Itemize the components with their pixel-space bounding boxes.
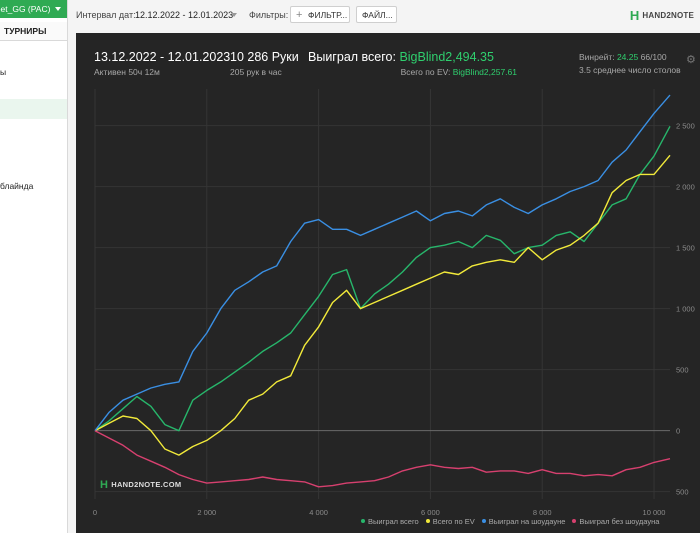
file-button-label: ФАЙЛ... [362, 10, 393, 20]
summary-won-total: Выиграл всего: BigBlind2,494.35 [308, 50, 494, 64]
summary-hands: 10 286 Руки [230, 50, 299, 64]
x-tick-label: 8 000 [533, 508, 552, 517]
y-tick-label: 0 [676, 427, 680, 436]
date-range-selector[interactable]: 12.12.2022 - 12.01.2023 [135, 10, 234, 20]
summary-hands-per-hour: 205 рук в час [230, 67, 282, 77]
plus-icon: + [296, 9, 303, 21]
gear-icon[interactable]: ⚙ [686, 54, 696, 66]
y-tick-label: 1 500 [676, 244, 695, 253]
legend-swatch [361, 519, 365, 523]
sidebar-item-1[interactable]: ы [0, 67, 7, 77]
hand2note-logo-icon: H [629, 8, 640, 23]
x-tick-label: 0 [93, 508, 97, 517]
y-tick-label: 500 [676, 366, 689, 375]
graph-panel: 13.12.2022 - 12.01.2023 Активен 50ч 12м … [76, 33, 700, 533]
chevron-down-icon [55, 7, 61, 11]
summary-active-time: Активен 50ч 12м [94, 67, 160, 77]
series-line [94, 125, 671, 432]
filter-button[interactable]: + ФИЛЬТР... [290, 6, 350, 23]
top-toolbar: Интервал дат: 12.12.2022 - 12.01.2023 Фи… [68, 0, 700, 30]
x-tick-label: 6 000 [421, 508, 440, 517]
winrate-label: Винрейт: [579, 52, 615, 62]
legend-item[interactable]: Выиграл без шоудауна [572, 517, 659, 526]
legend-item[interactable]: Выиграл на шоудауне [481, 517, 566, 526]
sidebar-item-selected[interactable] [0, 99, 67, 119]
series-line [94, 430, 671, 488]
filter-button-label: ФИЛЬТР... [308, 10, 348, 20]
legend-swatch [572, 519, 577, 523]
file-button[interactable]: ФАЙЛ... [356, 6, 397, 23]
y-tick-label: 500 [676, 488, 689, 497]
app-logo: H HAND2NOTE [630, 8, 694, 23]
won-value: BigBlind2,494.35 [399, 50, 494, 64]
legend-label: Выиграл на шоудауне [488, 517, 566, 526]
y-tick-label: 2 500 [676, 122, 695, 131]
app-logo-text: HAND2NOTE [642, 11, 694, 20]
winrate-hands: 66/100 [640, 52, 667, 62]
watermark: H HAND2NOTE.COM [100, 479, 181, 491]
legend-label: Выиграл без шоудауна [579, 517, 660, 526]
ev-label: Всего по EV: [400, 67, 451, 77]
date-range-label: Интервал дат: [76, 10, 136, 20]
summary-avg-tables: 3.5 среднее число столов [579, 65, 681, 75]
tab-tournaments[interactable]: ТУРНИРЫ [0, 22, 67, 41]
chart-legend: Выиграл всего Всего по EV Выиграл на шоуда… [361, 517, 666, 526]
tab-tournaments-label: ТУРНИРЫ [4, 26, 47, 36]
watermark-text: HAND2NOTE.COM [111, 480, 182, 489]
summary-ev-total: Всего по EV: BigBlind2,257.61 [401, 67, 517, 77]
legend-label: Всего по EV [432, 517, 475, 526]
account-selector[interactable]: Sweet_GG (PAC) [0, 0, 67, 18]
y-tick-label: 1 000 [676, 305, 695, 314]
series-line [94, 94, 671, 432]
graph-chart: 0 2 000 4 000 6 000 8 000 10 000 500 0 500 1 000 1… [93, 89, 695, 517]
x-tick-label: 4 000 [309, 508, 328, 517]
sidebar: Sweet_GG (PAC) ТУРНИРЫ ы блайнда [0, 0, 68, 533]
won-label: Выиграл всего: [308, 50, 396, 64]
summary-winrate: Винрейт: 24.25 66/100 [579, 52, 667, 62]
summary-date-range: 13.12.2022 - 12.01.2023 [94, 50, 231, 64]
sidebar-item-2[interactable]: блайнда [0, 181, 34, 191]
hand2note-logo-icon: H [100, 479, 109, 491]
x-tick-label: 2 000 [197, 508, 216, 517]
chevron-down-icon[interactable] [231, 13, 237, 17]
series-line [94, 154, 671, 456]
legend-item[interactable]: Всего по EV [425, 517, 475, 526]
account-label: Sweet_GG (PAC) [0, 4, 51, 14]
legend-label: Выиграл всего [368, 517, 419, 526]
legend-item[interactable]: Выиграл всего [361, 517, 419, 526]
ev-value: BigBlind2,257.61 [452, 67, 517, 77]
legend-swatch [481, 519, 486, 523]
filters-label: Фильтры: [249, 10, 289, 20]
winrate-value: 24.25 [616, 52, 639, 62]
y-tick-label: 2 000 [676, 183, 695, 192]
x-tick-label: 10 000 [643, 508, 666, 517]
legend-swatch [425, 519, 430, 523]
